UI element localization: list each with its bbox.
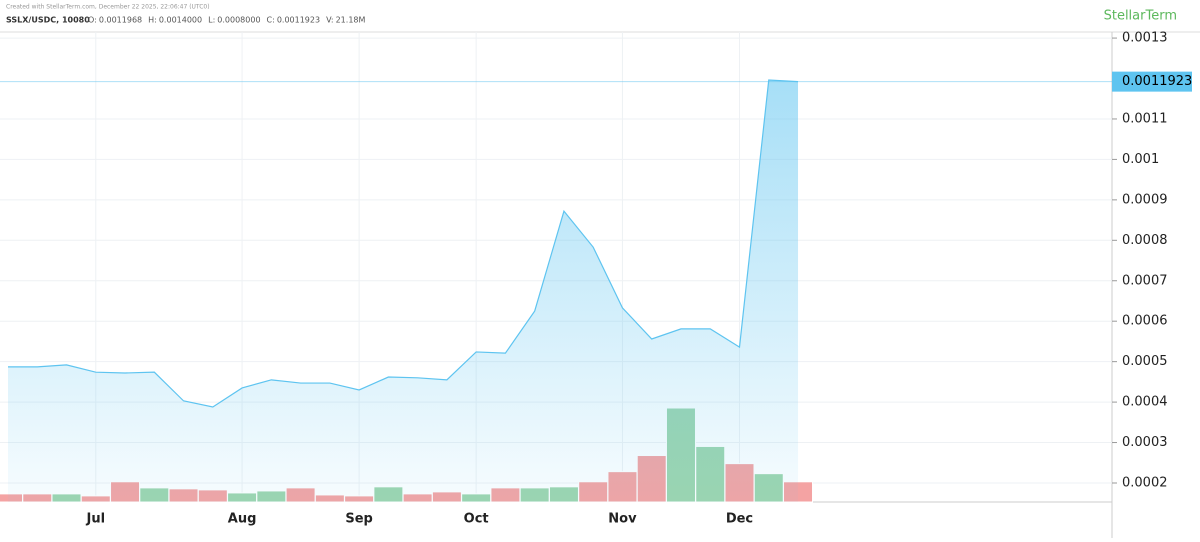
x-tick-label: Oct — [464, 512, 489, 527]
x-tick-label: Jul — [85, 512, 105, 527]
y-tick-label: 0.001 — [1122, 152, 1159, 167]
x-tick-label: Aug — [228, 512, 257, 527]
area-fill — [8, 80, 799, 502]
last-price-box — [1112, 71, 1192, 92]
y-tick-label: 0.0007 — [1122, 273, 1168, 288]
y-tick-label: 0.0002 — [1122, 475, 1168, 490]
symbol: SSLX/USDC, 10080 — [6, 16, 90, 25]
y-tick-label: 0.0005 — [1122, 354, 1168, 369]
y-tick-label: 0.0013 — [1122, 31, 1168, 46]
y-tick-label: 0.0008 — [1122, 233, 1168, 248]
ohlc-value: 0.0008000 — [217, 16, 260, 25]
ohlc-label: L: — [208, 16, 215, 25]
y-tick-label: 0.0011 — [1122, 111, 1168, 126]
y-tick-label: 0.0004 — [1122, 395, 1168, 410]
brand: StellarTerm — [1104, 9, 1177, 24]
y-tick-label: 0.0006 — [1122, 314, 1168, 329]
header: Created with StellarTerm.com, December 2… — [6, 4, 210, 11]
ohlc-label: O: — [88, 16, 97, 25]
price-line — [8, 79, 799, 408]
ohlc-label: V: — [326, 16, 334, 25]
y-tick-label: 0.0003 — [1122, 435, 1168, 450]
ohlc-label: C: — [267, 16, 275, 25]
ohlc-value: 0.0011968 — [99, 16, 142, 25]
last-price-label: 0.0011923 — [1122, 74, 1192, 89]
x-tick-label: Nov — [608, 512, 637, 527]
ohlc-label: H: — [148, 16, 157, 25]
ohlc-value: 21.18M — [336, 16, 366, 25]
ohlc-value: 0.0014000 — [159, 16, 202, 25]
x-tick-label: Dec — [726, 512, 753, 527]
y-tick-label: 0.0009 — [1122, 192, 1168, 207]
ohlc-value: 0.0011923 — [277, 16, 320, 25]
x-tick-label: Sep — [345, 512, 373, 527]
